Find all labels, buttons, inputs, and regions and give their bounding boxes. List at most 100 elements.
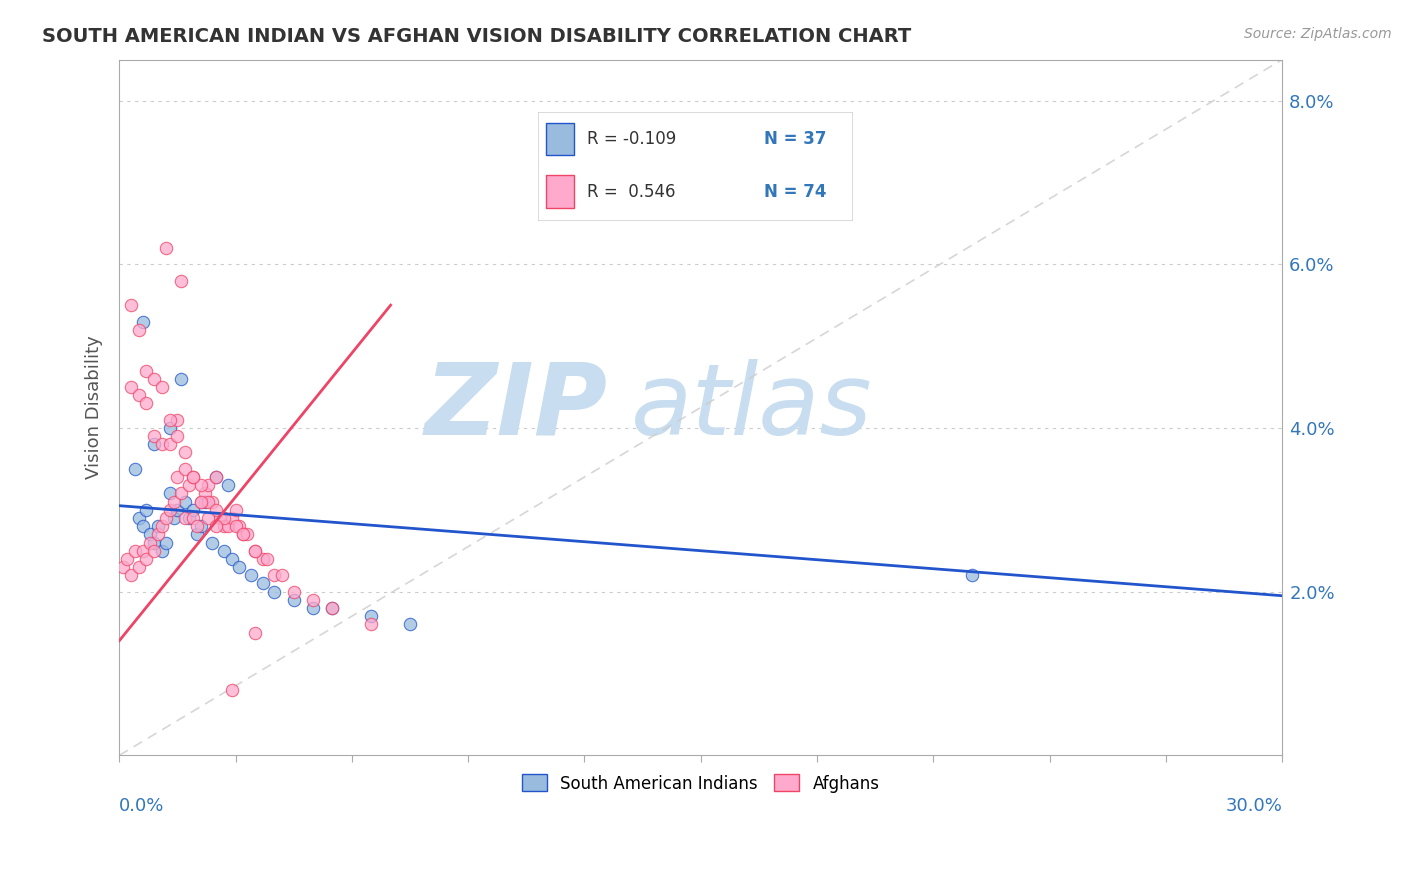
Point xyxy=(143,437,166,451)
Point xyxy=(131,543,153,558)
Point xyxy=(166,503,188,517)
Point xyxy=(197,494,219,508)
Point xyxy=(128,388,150,402)
Point xyxy=(135,552,157,566)
Point xyxy=(321,601,343,615)
Point xyxy=(252,576,274,591)
Point xyxy=(212,543,235,558)
Point xyxy=(115,552,138,566)
Point xyxy=(221,552,243,566)
Point xyxy=(128,323,150,337)
Point xyxy=(159,413,181,427)
Point xyxy=(221,511,243,525)
Point xyxy=(360,609,382,624)
Point xyxy=(150,380,173,394)
Point xyxy=(146,519,169,533)
Text: Source: ZipAtlas.com: Source: ZipAtlas.com xyxy=(1244,27,1392,41)
Point xyxy=(271,568,294,582)
Point xyxy=(302,601,325,615)
Point xyxy=(124,462,146,476)
Point xyxy=(283,584,305,599)
Point xyxy=(217,519,239,533)
Point xyxy=(190,519,212,533)
Text: SOUTH AMERICAN INDIAN VS AFGHAN VISION DISABILITY CORRELATION CHART: SOUTH AMERICAN INDIAN VS AFGHAN VISION D… xyxy=(42,27,911,45)
Point xyxy=(243,625,266,640)
Point xyxy=(186,527,208,541)
Point xyxy=(256,552,278,566)
Point xyxy=(170,274,193,288)
Point xyxy=(232,527,254,541)
Point xyxy=(283,592,305,607)
Point xyxy=(170,372,193,386)
Point xyxy=(131,314,153,328)
Point xyxy=(159,486,181,500)
Point xyxy=(181,470,204,484)
Legend: South American Indians, Afghans: South American Indians, Afghans xyxy=(515,768,886,799)
Point xyxy=(263,584,285,599)
Point xyxy=(193,486,215,500)
Point xyxy=(139,527,162,541)
Point xyxy=(177,511,200,525)
Point xyxy=(190,494,212,508)
Point xyxy=(150,437,173,451)
Point xyxy=(236,527,259,541)
Point xyxy=(166,413,188,427)
Point xyxy=(228,560,250,574)
Y-axis label: Vision Disability: Vision Disability xyxy=(86,335,103,479)
Point xyxy=(360,617,382,632)
Point xyxy=(221,682,243,697)
Point xyxy=(197,478,219,492)
Point xyxy=(128,560,150,574)
Text: 30.0%: 30.0% xyxy=(1225,797,1282,815)
Point xyxy=(193,494,215,508)
Point xyxy=(146,527,169,541)
Point xyxy=(177,478,200,492)
Point xyxy=(240,568,263,582)
Point xyxy=(205,503,228,517)
Point xyxy=(209,511,232,525)
Point xyxy=(155,535,177,549)
Point xyxy=(131,519,153,533)
Point xyxy=(228,519,250,533)
Text: ZIP: ZIP xyxy=(425,359,607,456)
Point xyxy=(143,543,166,558)
Point xyxy=(186,519,208,533)
Point xyxy=(174,445,197,459)
Point xyxy=(120,298,142,312)
Point xyxy=(205,470,228,484)
Point xyxy=(162,511,184,525)
Point xyxy=(243,543,266,558)
Point xyxy=(225,519,247,533)
Point xyxy=(181,503,204,517)
Point xyxy=(263,568,285,582)
Point xyxy=(190,494,212,508)
Point xyxy=(212,519,235,533)
Point xyxy=(960,568,983,582)
Point xyxy=(162,494,184,508)
Point xyxy=(139,535,162,549)
Point xyxy=(321,601,343,615)
Point xyxy=(166,470,188,484)
Point xyxy=(135,503,157,517)
Point xyxy=(197,511,219,525)
Point xyxy=(174,494,197,508)
Point xyxy=(212,511,235,525)
Point xyxy=(135,396,157,410)
Point xyxy=(166,429,188,443)
Text: 0.0%: 0.0% xyxy=(120,797,165,815)
Point xyxy=(150,519,173,533)
Point xyxy=(170,486,193,500)
Point xyxy=(252,552,274,566)
Point xyxy=(232,527,254,541)
Point xyxy=(120,568,142,582)
Point xyxy=(174,462,197,476)
Point xyxy=(205,519,228,533)
Point xyxy=(181,511,204,525)
Point xyxy=(243,543,266,558)
Point xyxy=(128,511,150,525)
Point xyxy=(159,503,181,517)
Point xyxy=(124,543,146,558)
Text: atlas: atlas xyxy=(631,359,873,456)
Point xyxy=(155,241,177,255)
Point xyxy=(225,503,247,517)
